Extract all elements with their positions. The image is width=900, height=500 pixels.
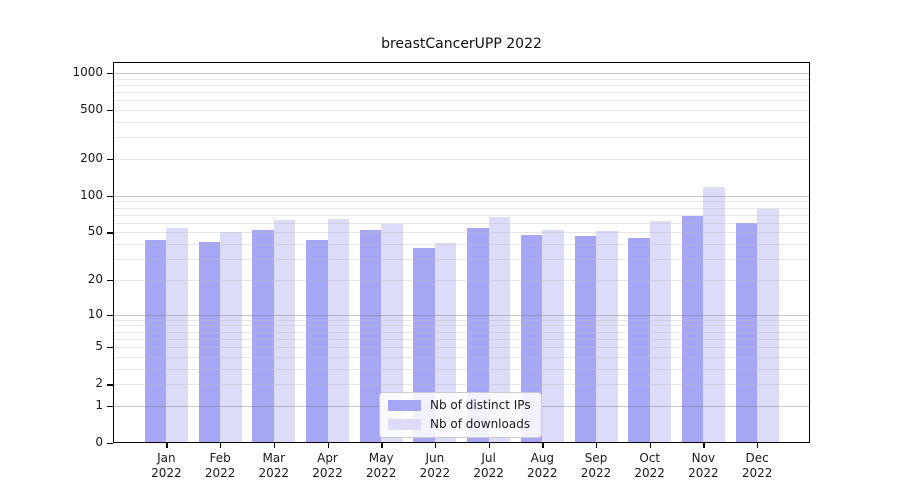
bar-distinct-ips-dec: [735, 222, 758, 443]
x-tick-label-sep: Sep 2022: [580, 451, 612, 480]
x-tick-mark: [649, 443, 652, 448]
y-tick-label: 10: [87, 306, 103, 321]
bar-distinct-ips-sep: [574, 235, 596, 443]
gridline-600: [113, 100, 810, 102]
legend-swatch: [388, 418, 421, 430]
bar-downloads-jul: [488, 217, 511, 443]
bar-distinct-ips-may: [359, 230, 382, 443]
y-tick-label: 200: [80, 151, 103, 165]
y-tick-label: 2: [95, 376, 103, 391]
x-tick-label-mar: Mar 2022: [258, 451, 290, 480]
y-tick-mark: [107, 279, 113, 282]
x-tick-label-jul: Jul 2022: [473, 451, 504, 480]
bar-downloads-nov: [703, 187, 725, 443]
bar-distinct-ips-apr: [306, 240, 328, 443]
y-tick-label: 0: [95, 435, 103, 449]
y-tick-label: 50: [87, 224, 103, 239]
y-tick-mark: [107, 110, 113, 112]
bar-downloads-oct: [649, 221, 672, 443]
y-tick-mark: [107, 73, 113, 75]
x-tick-label-dec: Dec 2022: [741, 451, 773, 480]
x-tick-mark: [327, 443, 329, 448]
y-tick-mark: [107, 195, 113, 198]
x-tick-mark: [381, 443, 383, 448]
y-tick-mark: [107, 314, 113, 316]
y-tick-label: 1000: [72, 65, 103, 79]
gridline-800: [113, 84, 810, 86]
gridline-700: [113, 92, 810, 94]
bar-distinct-ips-jul: [467, 228, 489, 443]
gridline-300: [113, 137, 810, 139]
legend-swatch: [388, 399, 421, 411]
x-tick-mark: [542, 443, 544, 448]
bar-distinct-ips-jan: [144, 240, 167, 443]
bar-distinct-ips-mar: [252, 230, 274, 443]
bar-downloads-may: [381, 223, 403, 443]
x-tick-label-oct: Oct 2022: [634, 451, 665, 480]
gridline-900: [113, 78, 810, 80]
bar-distinct-ips-feb: [198, 241, 221, 443]
legend-label: Nb of downloads: [430, 417, 531, 431]
y-tick-label: 20: [87, 271, 103, 286]
x-tick-mark: [596, 443, 598, 448]
y-tick-label: 100: [80, 187, 103, 202]
bar-downloads-apr: [327, 219, 349, 443]
bar-downloads-feb: [220, 232, 242, 443]
x-tick-label-aug: Aug 2022: [527, 451, 558, 480]
bar-distinct-ips-nov: [681, 215, 704, 443]
x-tick-mark: [488, 443, 490, 448]
legend-item: Nb of distinct IPs: [388, 398, 531, 412]
legend-item: Nb of downloads: [388, 417, 531, 431]
y-tick-mark: [107, 405, 113, 408]
y-tick-mark: [107, 159, 113, 161]
x-tick-mark: [757, 443, 759, 448]
legend-label: Nb of distinct IPs: [430, 398, 531, 412]
x-tick-label-feb: Feb 2022: [204, 451, 236, 480]
y-tick-mark: [107, 232, 113, 234]
legend: Nb of distinct IPs Nb of downloads: [379, 392, 542, 438]
y-tick-mark: [107, 347, 113, 349]
gridline-200: [113, 159, 810, 160]
gridline-400: [113, 122, 810, 123]
x-tick-label-apr: Apr 2022: [312, 451, 343, 480]
x-tick-label-nov: Nov 2022: [688, 451, 719, 480]
y-tick-label: 1: [95, 397, 103, 412]
x-tick-mark: [166, 443, 168, 448]
gridline-1000: [113, 73, 810, 74]
bar-downloads-dec: [757, 209, 779, 443]
bar-downloads-aug: [542, 230, 564, 443]
gridline-500: [113, 110, 810, 112]
y-tick-mark: [107, 384, 113, 386]
x-tick-mark: [434, 443, 437, 448]
bar-distinct-ips-oct: [628, 238, 650, 443]
y-tick-label: 500: [80, 102, 103, 117]
x-tick-label-jan: Jan 2022: [151, 451, 182, 480]
x-tick-mark: [273, 443, 276, 448]
chart-title: breastCancerUPP 2022: [381, 36, 542, 52]
bar-distinct-ips-aug: [520, 234, 543, 443]
y-tick-label: 5: [95, 339, 103, 353]
bar-downloads-mar: [273, 220, 296, 443]
plot-area: [113, 62, 810, 443]
y-tick-mark: [107, 443, 113, 445]
bar-downloads-jan: [166, 228, 188, 443]
x-tick-label-jun: Jun 2022: [419, 451, 451, 480]
x-tick-mark: [220, 443, 222, 448]
bar-downloads-sep: [596, 231, 618, 443]
x-tick-mark: [703, 443, 705, 448]
x-tick-label-may: May 2022: [365, 451, 397, 480]
